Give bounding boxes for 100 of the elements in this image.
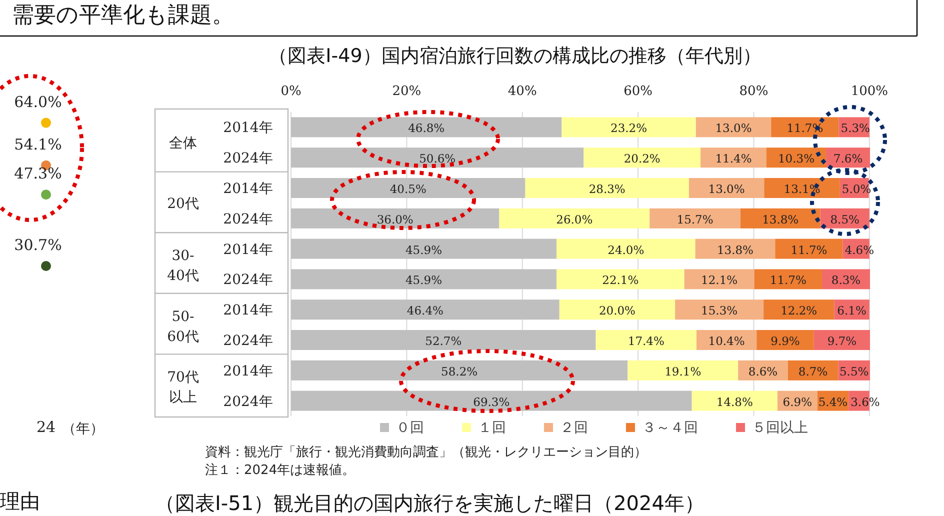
bar <box>692 390 778 411</box>
data-label: 15.3% <box>701 304 738 318</box>
legend-label: ２回 <box>560 420 588 436</box>
text: （図表Ⅰ-51）観光目的の国内旅行を実施した曜日（2024年） <box>155 491 704 515</box>
bar <box>695 238 776 259</box>
data-label: 23.2% <box>610 121 648 136</box>
data-label: 5.3% <box>840 121 870 136</box>
y-tick-label: 2024年 <box>223 272 273 288</box>
data-label: 24.0% <box>608 242 644 257</box>
data-label: 40.5% <box>390 182 426 196</box>
bar <box>499 208 650 228</box>
data-label: 12.1% <box>701 273 738 288</box>
category-label: 24 <box>36 418 56 436</box>
bar <box>291 360 628 380</box>
bar <box>688 178 764 198</box>
data-label: 13.0% <box>708 182 745 196</box>
bar <box>556 238 696 259</box>
bar <box>771 117 839 138</box>
data-label: 20.2% <box>624 152 660 166</box>
bar <box>291 300 560 320</box>
bar <box>814 330 870 350</box>
data-label: 11.7% <box>770 273 806 288</box>
data-label: 46.8% <box>408 121 445 136</box>
bar <box>291 330 596 350</box>
y-tick-label: 2014年 <box>223 181 273 197</box>
data-label: 19.1% <box>664 364 702 378</box>
data-label: 9.9% <box>770 334 800 348</box>
bar <box>756 330 814 350</box>
data-label: 10.4% <box>708 334 745 348</box>
y-tick-label: 2024年 <box>223 394 273 410</box>
data-label: 69.3% <box>473 394 510 409</box>
data-label: 15.7% <box>676 212 714 226</box>
text: 全体 <box>169 135 197 152</box>
data-label: 13.8% <box>716 242 754 257</box>
data-label: 58.2% <box>441 364 478 378</box>
data-label: 45.9% <box>405 273 442 288</box>
x-tick-label: 0% <box>280 84 302 99</box>
data-label: 47.3% <box>14 164 62 183</box>
data-label: 13.0% <box>715 121 752 136</box>
text: 注１：2024年は速報値。 <box>205 463 356 478</box>
data-label: 5.5% <box>839 364 869 378</box>
data-label: 26.0% <box>556 212 593 226</box>
bar <box>775 238 843 259</box>
bar <box>291 269 556 290</box>
bar <box>628 360 738 380</box>
bar <box>584 148 701 168</box>
text: 20代 <box>167 196 199 212</box>
text: 70代以上 <box>167 370 199 406</box>
x-tick-label: 100% <box>850 84 888 99</box>
x-tick-label: 20% <box>392 84 422 99</box>
text: 50-60代 <box>167 308 199 345</box>
legend-label: ５回以上 <box>752 420 808 436</box>
bar <box>291 390 692 411</box>
bar <box>525 178 689 198</box>
data-label: 45.9% <box>405 242 442 257</box>
legend-label: ３～４回 <box>642 420 698 436</box>
bar <box>650 208 740 228</box>
data-label: 50.6% <box>419 152 456 166</box>
data-label: 30.7% <box>14 236 62 254</box>
data-label: 11.7% <box>790 242 828 257</box>
bar <box>754 269 822 290</box>
data-label: 64.0% <box>14 92 62 111</box>
legend-label: １回 <box>478 420 506 436</box>
y-tick-label: 2014年 <box>223 120 273 136</box>
x-tick-label: 80% <box>739 84 768 99</box>
data-label: 13.1% <box>784 182 820 196</box>
bar <box>740 208 820 228</box>
text: （年） <box>62 421 104 437</box>
bar <box>700 148 766 168</box>
data-label: 7.6% <box>833 152 863 166</box>
data-label: 6.9% <box>782 394 812 409</box>
x-tick-label: 40% <box>508 84 537 99</box>
data-label: 17.4% <box>628 334 664 348</box>
y-tick-label: 2014年 <box>223 242 273 258</box>
data-label: 10.3% <box>778 152 815 166</box>
bar <box>764 300 834 320</box>
data-label: 28.3% <box>588 182 626 196</box>
bar <box>559 300 676 320</box>
y-tick-label: 2024年 <box>223 333 273 349</box>
text: 30-40代 <box>167 248 199 284</box>
data-label: 8.3% <box>831 273 861 288</box>
bar <box>696 117 772 138</box>
data-label: 14.8% <box>716 394 753 409</box>
text: 需要の平準化も課題。 <box>12 3 234 28</box>
data-label: 12.2% <box>780 304 818 318</box>
bar <box>562 117 696 138</box>
data-label: 13.8% <box>762 212 799 226</box>
x-tick-label: 60% <box>624 84 653 99</box>
data-label: 46.4% <box>406 304 444 318</box>
data-label: 9.7% <box>827 334 857 348</box>
data-label: 8.7% <box>798 364 828 378</box>
bar <box>684 269 754 290</box>
data-label: 8.6% <box>748 364 778 378</box>
data-label: 11.4% <box>715 152 752 166</box>
data-label: 20.0% <box>598 304 636 318</box>
data-label: 22.1% <box>602 273 639 288</box>
bar <box>596 330 696 350</box>
data-label: 6.1% <box>837 304 866 318</box>
bar <box>291 238 556 259</box>
data-label: 54.1% <box>14 135 62 154</box>
